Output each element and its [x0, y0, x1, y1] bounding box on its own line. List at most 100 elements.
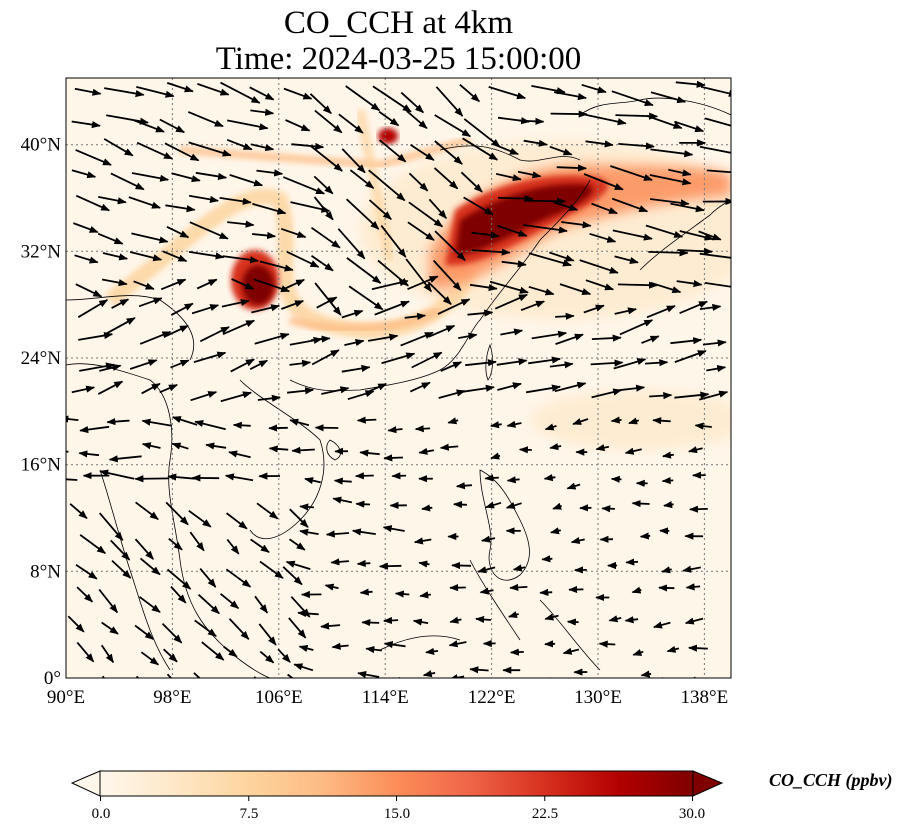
wind-arrow [277, 648, 291, 663]
wind-arrow [99, 364, 122, 372]
wind-arrow [520, 300, 546, 312]
wind-vectors [66, 80, 731, 678]
wind-arrow [103, 138, 134, 157]
lon-tick-label: 106°E [255, 687, 303, 708]
wind-arrow [325, 530, 350, 538]
wind-arrow [225, 568, 252, 588]
wind-arrow [111, 298, 130, 309]
wind-arrow [287, 673, 294, 678]
wind-arrow [345, 85, 381, 112]
wind-arrow [702, 339, 727, 347]
wind-arrow [624, 616, 639, 624]
wind-arrow [550, 527, 561, 535]
wind-arrow [650, 281, 682, 294]
wind-arrow [378, 562, 402, 570]
wind-arrow [110, 539, 131, 561]
wind-arrow [76, 586, 93, 603]
wind-arrow [428, 198, 447, 219]
lat-tick-label: 0° [44, 668, 61, 689]
wind-arrow [194, 619, 217, 637]
wind-arrow [141, 418, 172, 427]
wind-arrow [67, 615, 85, 633]
wind-arrow [610, 416, 622, 424]
wind-arrow [419, 591, 432, 599]
latitude-tick-labels: 0° 8°N 16°N 24°N 32°N 40°N [21, 135, 62, 689]
wind-arrow [138, 297, 163, 308]
wind-arrow [674, 391, 710, 399]
wind-arrow [129, 251, 163, 262]
wind-arrow [611, 197, 649, 213]
wind-arrow [531, 85, 566, 95]
wind-arrow [355, 500, 371, 508]
wind-arrow [400, 91, 424, 114]
wind-arrow [324, 583, 339, 591]
wind-arrow [99, 469, 135, 480]
wind-arrow [544, 613, 559, 621]
wind-arrow [674, 350, 707, 363]
wind-arrow [610, 165, 653, 181]
wind-arrow [591, 388, 623, 399]
wind-arrow [458, 332, 478, 340]
wind-arrow [612, 229, 653, 241]
wind-arrow [196, 278, 218, 290]
wind-arrow [684, 617, 704, 625]
wind-arrow [624, 447, 642, 455]
wind-arrow [661, 476, 674, 485]
wind-arrow [170, 585, 187, 604]
wind-arrow [649, 198, 690, 207]
wind-arrow [523, 224, 568, 234]
wind-arrow [528, 285, 555, 296]
wind-arrow [100, 644, 115, 664]
wind-arrow [650, 91, 687, 104]
wind-arrow [631, 499, 650, 508]
lat-tick-label: 40°N [21, 135, 62, 156]
wind-arrow [676, 279, 703, 288]
wind-arrow [140, 651, 160, 666]
wind-arrow [298, 645, 314, 652]
wind-arrow [131, 232, 169, 244]
wind-arrow [631, 586, 642, 594]
wind-arrow [228, 618, 250, 640]
wind-arrow [518, 446, 532, 454]
wind-arrow [354, 472, 374, 480]
wind-arrow [257, 394, 281, 402]
wind-arrow [66, 415, 79, 423]
lon-tick-label: 138°E [681, 687, 729, 708]
wind-arrow [488, 86, 527, 100]
wind-arrow [310, 255, 334, 272]
wind-arrow [663, 500, 674, 509]
wind-arrow [584, 113, 627, 126]
wind-arrow [506, 420, 522, 428]
wind-arrow [688, 446, 703, 454]
wind-arrow [219, 197, 252, 205]
wind-arrow [229, 174, 264, 187]
wind-arrow [414, 425, 431, 433]
wind-arrow [250, 108, 275, 116]
wind-arrow [662, 451, 674, 459]
colorbar [70, 770, 724, 801]
lat-tick-label: 32°N [21, 241, 62, 262]
wind-arrow [591, 334, 622, 342]
wind-arrow [299, 528, 319, 536]
wind-arrow [77, 299, 109, 318]
wind-arrow [331, 642, 349, 650]
wind-arrow [583, 173, 624, 191]
wind-arrow [220, 593, 240, 609]
wind-arrow [75, 564, 98, 580]
wind-arrow [171, 416, 198, 426]
wind-arrow [365, 646, 382, 654]
wind-arrow [253, 278, 291, 293]
wind-arrow [394, 590, 410, 598]
wind-arrow [165, 501, 189, 526]
wind-arrow [554, 381, 587, 393]
colorbar-tick-4: 30.0 [678, 806, 706, 822]
wind-arrow [699, 252, 731, 259]
wind-arrow [562, 647, 580, 655]
wind-arrow [76, 641, 95, 663]
wind-arrow [679, 230, 714, 241]
wind-arrow [289, 508, 309, 528]
wind-arrow [570, 536, 585, 545]
wind-arrow [608, 615, 622, 623]
wind-arrow [195, 171, 228, 180]
wind-arrow [290, 201, 331, 213]
